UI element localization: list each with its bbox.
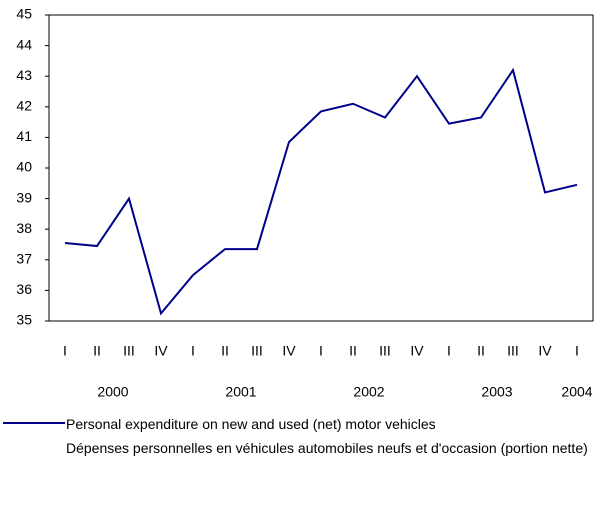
plot-frame bbox=[48, 14, 594, 322]
x-tick-label: I bbox=[447, 343, 451, 359]
y-tick-label: 38 bbox=[16, 220, 32, 236]
y-tick-label: 43 bbox=[16, 67, 32, 83]
x-tick-label: III bbox=[251, 343, 263, 359]
x-tick-label: I bbox=[319, 343, 323, 359]
y-tick-label: 44 bbox=[16, 36, 32, 52]
legend-label: Personal expenditure on new and used (ne… bbox=[66, 416, 436, 432]
y-tick-label: 40 bbox=[16, 159, 32, 175]
legend: Personal expenditure on new and used (ne… bbox=[66, 412, 605, 460]
legend-label-fr: Dépenses personnelles en véhicules autom… bbox=[66, 440, 588, 456]
x-tick-label: II bbox=[221, 343, 229, 359]
y-tick-label: 39 bbox=[16, 189, 32, 205]
x-tick-label: IV bbox=[538, 343, 552, 359]
x-tick-label: I bbox=[63, 343, 67, 359]
y-tick-label: 36 bbox=[16, 281, 32, 297]
x-tick-label: III bbox=[123, 343, 135, 359]
x-tick-label: I bbox=[575, 343, 579, 359]
y-tick-label: 45 bbox=[16, 6, 32, 22]
year-label: 2004 bbox=[561, 384, 592, 400]
x-tick-label: III bbox=[507, 343, 519, 359]
year-label: 2000 bbox=[97, 384, 128, 400]
x-tick-label: II bbox=[349, 343, 357, 359]
x-tick-label: I bbox=[191, 343, 195, 359]
x-tick-label: III bbox=[379, 343, 391, 359]
year-label: 2003 bbox=[481, 384, 512, 400]
x-tick-label: IV bbox=[154, 343, 168, 359]
y-tick-label: 41 bbox=[16, 128, 32, 144]
year-label: 2002 bbox=[353, 384, 384, 400]
year-label: 2001 bbox=[225, 384, 256, 400]
y-tick-label: 42 bbox=[16, 98, 32, 114]
y-tick-label: 37 bbox=[16, 251, 32, 267]
series-line bbox=[64, 67, 578, 316]
x-tick-label: IV bbox=[410, 343, 424, 359]
x-tick-label: II bbox=[477, 343, 485, 359]
x-tick-label: II bbox=[93, 343, 101, 359]
y-tick-label: 35 bbox=[16, 312, 32, 328]
x-tick-label: IV bbox=[282, 343, 296, 359]
